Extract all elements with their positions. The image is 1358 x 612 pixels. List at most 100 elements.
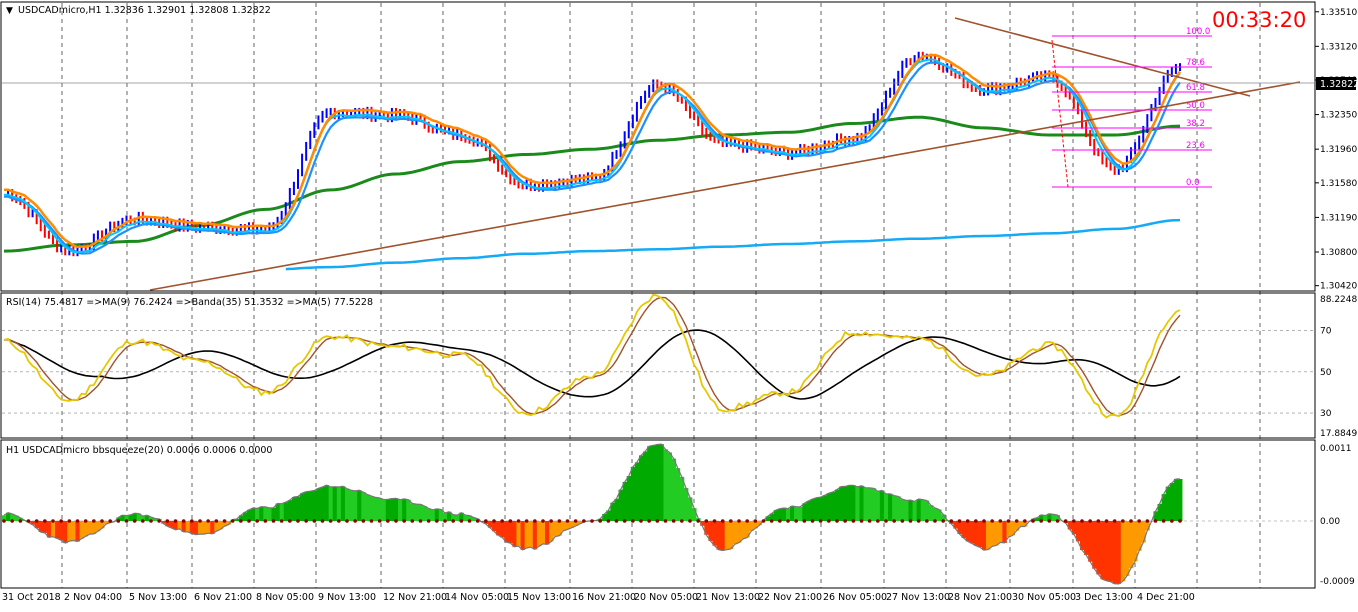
squeeze-bar bbox=[647, 446, 651, 521]
rsi-tick-label: 30 bbox=[1320, 409, 1332, 419]
squeeze-dot bbox=[990, 519, 994, 523]
x-tick-label: 3 Dec 13:00 bbox=[1075, 592, 1133, 603]
squeeze-dot bbox=[1023, 519, 1027, 523]
squeeze-bar bbox=[913, 501, 917, 521]
squeeze-bar bbox=[284, 502, 288, 521]
squeeze-bar bbox=[1088, 521, 1092, 562]
y-tick-label: 1.31580 bbox=[1320, 179, 1357, 189]
squeeze-dot bbox=[1137, 519, 1141, 523]
squeeze-bar bbox=[202, 521, 206, 534]
squeeze-dot bbox=[721, 519, 725, 523]
squeeze-bar bbox=[186, 521, 190, 532]
squeeze-dot bbox=[1015, 519, 1019, 523]
squeeze-bar bbox=[553, 521, 557, 536]
squeeze-dot bbox=[664, 519, 668, 523]
squeeze-dot bbox=[198, 519, 202, 523]
squeeze-dot bbox=[1146, 519, 1150, 523]
squeeze-bar bbox=[884, 494, 888, 521]
squeeze-bar bbox=[271, 508, 275, 521]
squeeze-dot bbox=[917, 519, 921, 523]
squeeze-dot bbox=[35, 519, 39, 523]
squeeze-bar bbox=[410, 503, 414, 521]
squeeze-dot bbox=[321, 519, 325, 523]
squeeze-dot bbox=[190, 519, 194, 523]
squeeze-bar bbox=[292, 497, 296, 521]
squeeze-dot bbox=[492, 519, 496, 523]
squeeze-dot bbox=[288, 519, 292, 523]
squeeze-bar bbox=[345, 489, 349, 521]
x-tick-label: 9 Nov 13:00 bbox=[318, 592, 376, 603]
squeeze-dot bbox=[1097, 519, 1101, 523]
squeeze-dot bbox=[672, 519, 676, 523]
squeeze-bar bbox=[998, 521, 1002, 542]
squeeze-dot bbox=[1178, 519, 1182, 523]
squeeze-dot bbox=[92, 519, 96, 523]
squeeze-bar bbox=[59, 521, 63, 540]
squeeze-dot bbox=[778, 519, 782, 523]
x-tick-label: 14 Nov 05:00 bbox=[445, 592, 509, 603]
squeeze-dot bbox=[958, 519, 962, 523]
squeeze-bar bbox=[717, 521, 721, 550]
squeeze-bar bbox=[365, 494, 369, 521]
squeeze-bar bbox=[80, 521, 84, 539]
squeeze-bar bbox=[300, 493, 304, 521]
squeeze-bar bbox=[917, 499, 921, 521]
squeeze-bar bbox=[729, 521, 733, 549]
x-tick-label: 2 Nov 04:00 bbox=[64, 592, 122, 603]
squeeze-dot bbox=[745, 519, 749, 523]
squeeze-bar bbox=[619, 490, 623, 521]
squeeze-bar bbox=[672, 459, 676, 521]
squeeze-bar bbox=[986, 521, 990, 550]
squeeze-dot bbox=[1129, 519, 1133, 523]
squeeze-bar bbox=[521, 521, 525, 550]
squeeze-dot bbox=[370, 519, 374, 523]
squeeze-dot bbox=[100, 519, 104, 523]
squeeze-dot bbox=[1105, 519, 1109, 523]
squeeze-dot bbox=[1113, 519, 1117, 523]
squeeze-bar bbox=[561, 521, 565, 531]
collapse-arrow-icon[interactable]: ▼ bbox=[6, 6, 13, 16]
squeeze-bar bbox=[263, 507, 267, 521]
squeeze-bar bbox=[1141, 521, 1145, 543]
squeeze-bar bbox=[888, 494, 892, 521]
squeeze-dot bbox=[1121, 519, 1125, 523]
squeeze-bar bbox=[737, 521, 741, 543]
squeeze-bar bbox=[892, 496, 896, 521]
squeeze-dot bbox=[705, 519, 709, 523]
squeeze-dot bbox=[1048, 519, 1052, 523]
squeeze-bar bbox=[423, 506, 427, 521]
squeeze-bar bbox=[206, 521, 210, 533]
squeeze-dot bbox=[68, 519, 72, 523]
squeeze-bar bbox=[843, 486, 847, 521]
squeeze-bar bbox=[529, 521, 533, 547]
squeeze-bar bbox=[994, 521, 998, 545]
squeeze-bar bbox=[516, 521, 520, 546]
x-tick-label: 16 Nov 21:00 bbox=[572, 592, 636, 603]
squeeze-dot bbox=[737, 519, 741, 523]
squeeze-bar bbox=[541, 521, 545, 544]
squeeze-dot bbox=[713, 519, 717, 523]
squeeze-bar bbox=[921, 500, 925, 521]
squeeze-bar bbox=[374, 497, 378, 521]
squeeze-dot bbox=[582, 519, 586, 523]
squeeze-dot bbox=[108, 519, 112, 523]
squeeze-dot bbox=[174, 519, 178, 523]
squeeze-dot bbox=[484, 519, 488, 523]
squeeze-dot bbox=[51, 519, 55, 523]
y-tick-label: 1.30420 bbox=[1320, 282, 1357, 292]
squeeze-dot bbox=[206, 519, 210, 523]
squeeze-dot bbox=[84, 519, 88, 523]
squeeze-bar bbox=[178, 521, 182, 529]
squeeze-bar bbox=[1006, 521, 1010, 537]
squeeze-bar bbox=[92, 521, 96, 534]
squeeze-bar bbox=[75, 521, 79, 541]
squeeze-dot bbox=[353, 519, 357, 523]
squeeze-bar bbox=[525, 521, 529, 548]
squeeze-bar bbox=[418, 504, 422, 521]
squeeze-bar bbox=[1051, 514, 1055, 521]
squeeze-dot bbox=[10, 519, 14, 523]
squeeze-bar bbox=[537, 521, 541, 546]
squeeze-bar bbox=[455, 515, 459, 521]
